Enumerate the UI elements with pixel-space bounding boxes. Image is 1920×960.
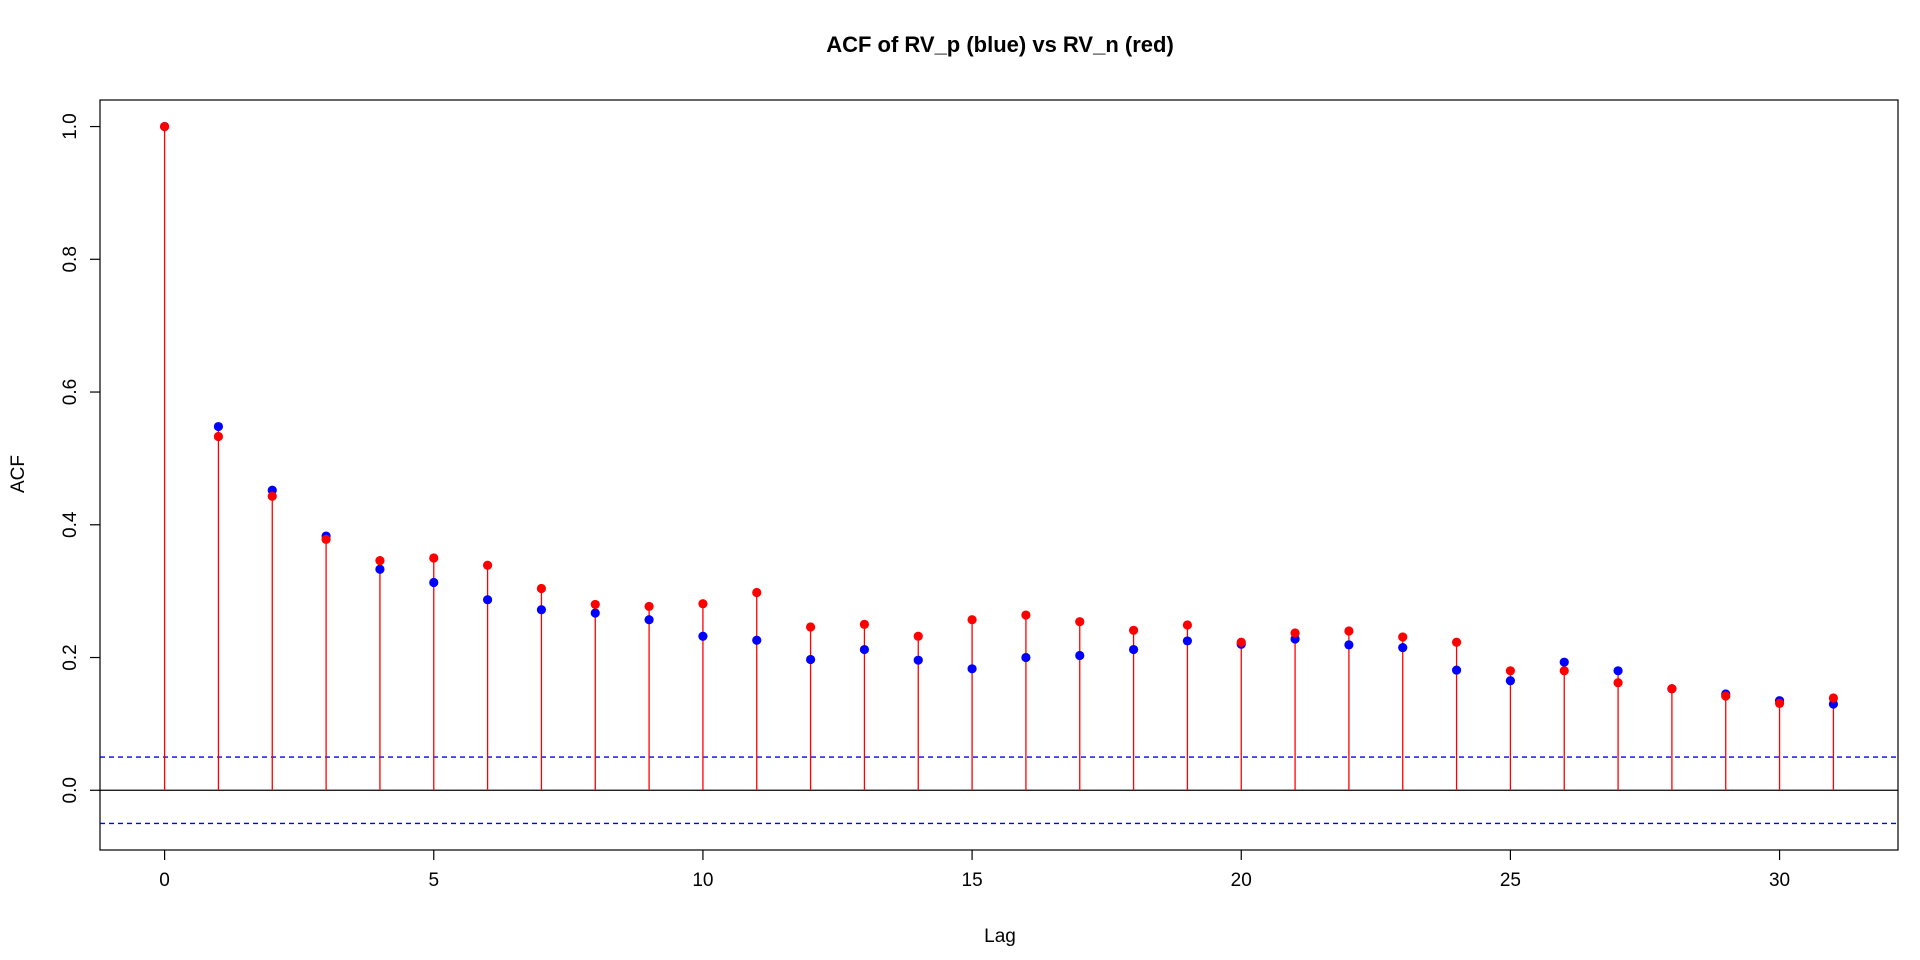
acf-point <box>698 631 708 641</box>
x-tick-label: 25 <box>1500 870 1521 891</box>
acf-point <box>1774 698 1785 708</box>
acf-point <box>590 608 600 618</box>
y-tick-label: 0.8 <box>60 246 81 272</box>
acf-point <box>644 601 654 612</box>
acf-point <box>1398 632 1408 642</box>
acf-point <box>859 644 870 655</box>
x-tick-label: 15 <box>962 870 983 891</box>
acf-point <box>590 599 600 610</box>
acf-point <box>752 635 762 645</box>
x-tick-label: 0 <box>159 870 170 891</box>
acf-point <box>1075 617 1085 627</box>
y-tick-label: 1.0 <box>60 113 81 139</box>
acf-point <box>536 583 547 594</box>
acf-point <box>482 595 493 605</box>
acf-point <box>1505 676 1516 686</box>
acf-point <box>1451 637 1462 647</box>
acf-point <box>1182 620 1193 630</box>
acf-point <box>321 534 331 544</box>
acf-point <box>536 605 547 615</box>
acf-point <box>1451 665 1462 675</box>
x-tick-label: 10 <box>692 870 713 891</box>
acf-point <box>698 599 708 609</box>
acf-point <box>644 615 654 625</box>
x-tick-label: 20 <box>1231 870 1252 891</box>
acf-point <box>1128 644 1139 655</box>
acf-point <box>913 655 923 665</box>
plot-area: 0 5 10 15 20 25 30 0.0 0.2 0.4 0.6 0.8 1.0 <box>60 99 1899 891</box>
acf-point <box>805 654 816 665</box>
acf-point <box>1236 637 1246 647</box>
acf-point <box>1613 666 1623 676</box>
y-tick-label: 0.6 <box>60 379 81 405</box>
acf-point <box>859 619 870 629</box>
acf-point <box>375 564 385 574</box>
y-tick-label: 0.4 <box>60 511 81 538</box>
acf-point <box>1559 657 1569 667</box>
acf-point <box>1613 678 1623 688</box>
acf-point <box>213 431 224 442</box>
acf-point <box>1344 640 1354 650</box>
acf-point <box>752 587 762 598</box>
y-tick-label: 0.0 <box>60 777 81 803</box>
acf-point <box>913 631 923 641</box>
acf-point <box>1075 650 1085 661</box>
acf-point <box>1344 626 1354 636</box>
acf-point <box>1021 610 1031 620</box>
x-tick-label: 30 <box>1769 870 1790 891</box>
acf-point <box>967 615 977 625</box>
acf-point <box>1721 691 1731 701</box>
acf-point <box>375 556 385 566</box>
plot-frame <box>99 99 1899 851</box>
acf-point <box>1182 636 1193 646</box>
acf-point <box>429 577 439 588</box>
acf-point <box>1290 628 1300 638</box>
y-axis-label: ACF <box>8 455 29 493</box>
acf-point <box>1398 642 1408 653</box>
acf-point <box>1828 693 1839 703</box>
acf-point <box>1559 666 1569 676</box>
acf-point <box>482 560 493 570</box>
acf-point <box>967 664 977 674</box>
acf-point <box>1128 625 1139 635</box>
acf-point <box>805 622 816 632</box>
x-tick-label: 5 <box>428 870 439 891</box>
acf-point <box>213 421 224 432</box>
chart-title: ACF of RV_p (blue) vs RV_n (red) <box>826 32 1174 57</box>
acf-point <box>1667 684 1677 694</box>
x-axis-label: Lag <box>984 926 1016 947</box>
acf-point <box>1505 666 1516 676</box>
acf-point <box>267 491 277 501</box>
y-tick-label: 0.2 <box>60 644 81 670</box>
acf-point <box>159 121 170 132</box>
acf-point <box>1021 652 1031 663</box>
acf-point <box>429 553 439 563</box>
